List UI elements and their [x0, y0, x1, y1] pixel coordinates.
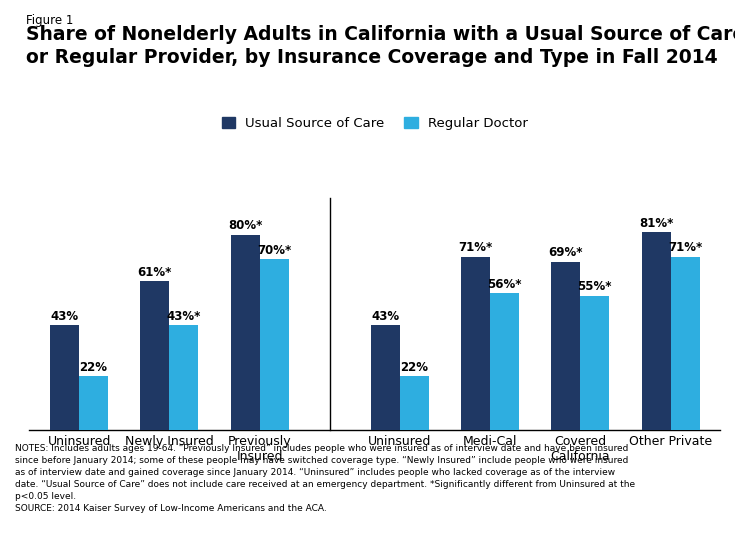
Text: Figure 1: Figure 1 — [26, 14, 73, 27]
Text: 43%: 43% — [371, 310, 399, 322]
Text: 80%*: 80%* — [228, 219, 262, 233]
Text: 22%: 22% — [400, 361, 428, 374]
Bar — [231, 235, 259, 430]
Text: 22%: 22% — [79, 361, 107, 374]
Bar — [581, 296, 609, 430]
Text: Share of Nonelderly Adults in California with a Usual Source of Care
or Regular : Share of Nonelderly Adults in California… — [26, 25, 735, 67]
Bar — [400, 376, 429, 430]
Text: NOTES: Includes adults ages 19-64. “Previously Insured” includes people who were: NOTES: Includes adults ages 19-64. “Prev… — [15, 444, 635, 514]
Bar — [490, 293, 519, 430]
Text: 43%: 43% — [51, 310, 79, 322]
Bar — [461, 257, 490, 430]
Bar — [140, 281, 169, 430]
Bar — [79, 376, 108, 430]
Bar — [551, 262, 581, 430]
Text: 81%*: 81%* — [639, 217, 673, 230]
Bar — [259, 260, 289, 430]
Text: 43%*: 43%* — [167, 310, 201, 322]
Legend: Usual Source of Care, Regular Doctor: Usual Source of Care, Regular Doctor — [222, 117, 528, 130]
Text: 56%*: 56%* — [487, 278, 522, 291]
Bar — [50, 325, 79, 430]
Text: 71%*: 71%* — [668, 241, 702, 255]
Text: 55%*: 55%* — [578, 280, 612, 293]
Text: 61%*: 61%* — [137, 266, 172, 279]
Text: 70%*: 70%* — [257, 244, 291, 257]
Text: 71%*: 71%* — [459, 241, 492, 255]
Bar — [670, 257, 700, 430]
Bar — [169, 325, 198, 430]
Bar — [370, 325, 400, 430]
Bar — [642, 233, 670, 430]
Text: 69%*: 69%* — [548, 246, 583, 260]
